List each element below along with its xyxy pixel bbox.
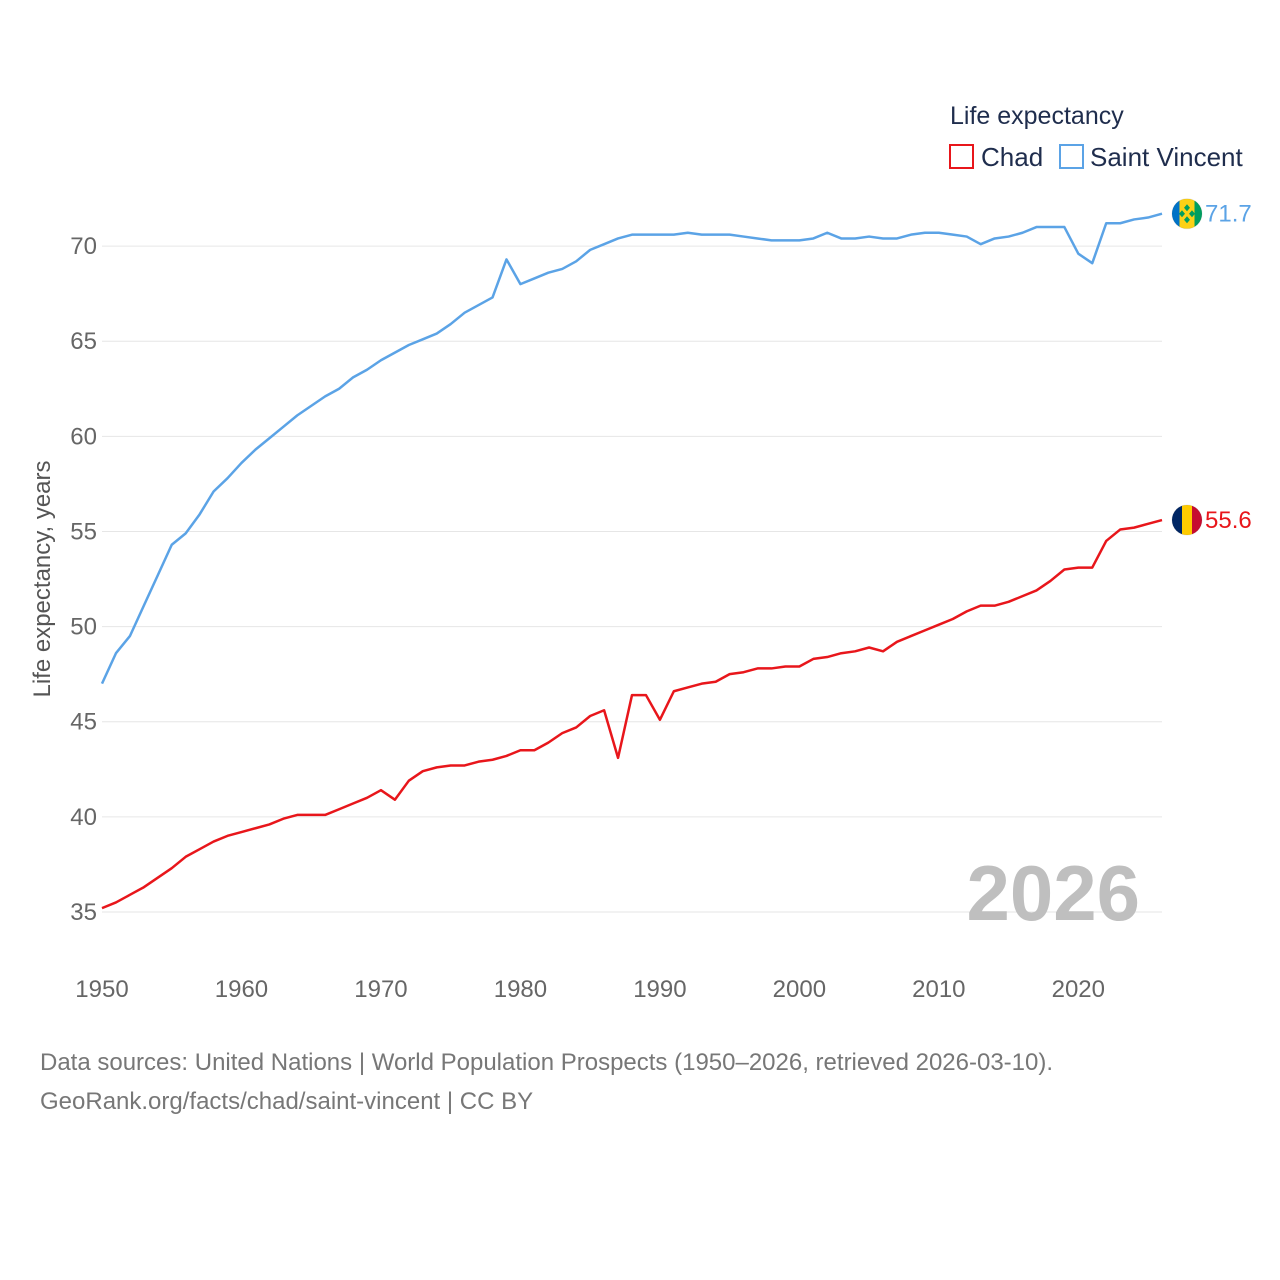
legend-label-saint-vincent: Saint Vincent <box>1090 142 1244 172</box>
y-tick-label-50: 50 <box>70 614 97 641</box>
series-line-chad[interactable] <box>101 518 1163 910</box>
source-note: Data sources: United Nations | World Pop… <box>40 1043 1053 1121</box>
x-tick-label-1950: 1950 <box>75 976 128 1003</box>
y-tick-label-55: 55 <box>70 518 97 545</box>
y-tick-label-60: 60 <box>70 423 97 450</box>
x-axis-ticks: 1950 1960 1970 1980 1990 2000 2010 2020 <box>75 976 1105 1003</box>
x-tick-label-1990: 1990 <box>633 976 686 1003</box>
end-label-saint-vincent: 71.7 <box>1205 201 1252 228</box>
x-tick-label-1980: 1980 <box>494 976 547 1003</box>
series-lines <box>100 212 1163 910</box>
source-line-1: Data sources: United Nations | World Pop… <box>40 1049 1054 1076</box>
x-tick-label-1970: 1970 <box>354 976 407 1003</box>
year-watermark: 2026 <box>966 849 1140 937</box>
y-axis-ticks: 35 40 45 50 55 60 65 70 <box>70 233 97 926</box>
y-tick-label-70: 70 <box>70 233 97 260</box>
saint-vincent-flag-icon <box>1171 198 1203 230</box>
gridlines <box>102 245 1162 913</box>
legend-swatch-saint-vincent <box>1059 144 1084 169</box>
legend-item-chad[interactable]: Chad <box>949 142 1043 172</box>
life-expectancy-chart: 35 40 45 50 55 60 65 70 1950 1960 1970 1980 1990 200… <box>29 102 1252 1003</box>
y-axis-title: Life expectancy, years <box>29 460 56 697</box>
chad-flag-icon <box>1171 504 1203 536</box>
y-tick-label-40: 40 <box>70 804 97 831</box>
x-tick-label-2000: 2000 <box>773 976 826 1003</box>
series-line-saint-vincent[interactable] <box>100 212 1163 685</box>
end-label-chad: 55.6 <box>1205 507 1252 534</box>
y-tick-label-35: 35 <box>70 899 97 926</box>
y-tick-label-65: 65 <box>70 328 97 355</box>
legend-title: Life expectancy <box>950 102 1124 130</box>
x-tick-label-1960: 1960 <box>215 976 268 1003</box>
legend-item-saint-vincent[interactable]: Saint Vincent <box>1059 142 1244 172</box>
x-tick-label-2010: 2010 <box>912 976 965 1003</box>
legend-swatch-chad <box>949 144 974 169</box>
series-end-markers: 55.6 71.7 <box>1171 198 1252 536</box>
legend: Life expectancy Chad Saint Vincent <box>949 102 1244 172</box>
legend-label-chad: Chad <box>981 142 1043 172</box>
x-tick-label-2020: 2020 <box>1052 976 1105 1003</box>
source-line-2[interactable]: GeoRank.org/facts/chad/saint-vincent | C… <box>40 1088 534 1115</box>
y-tick-label-45: 45 <box>70 709 97 736</box>
